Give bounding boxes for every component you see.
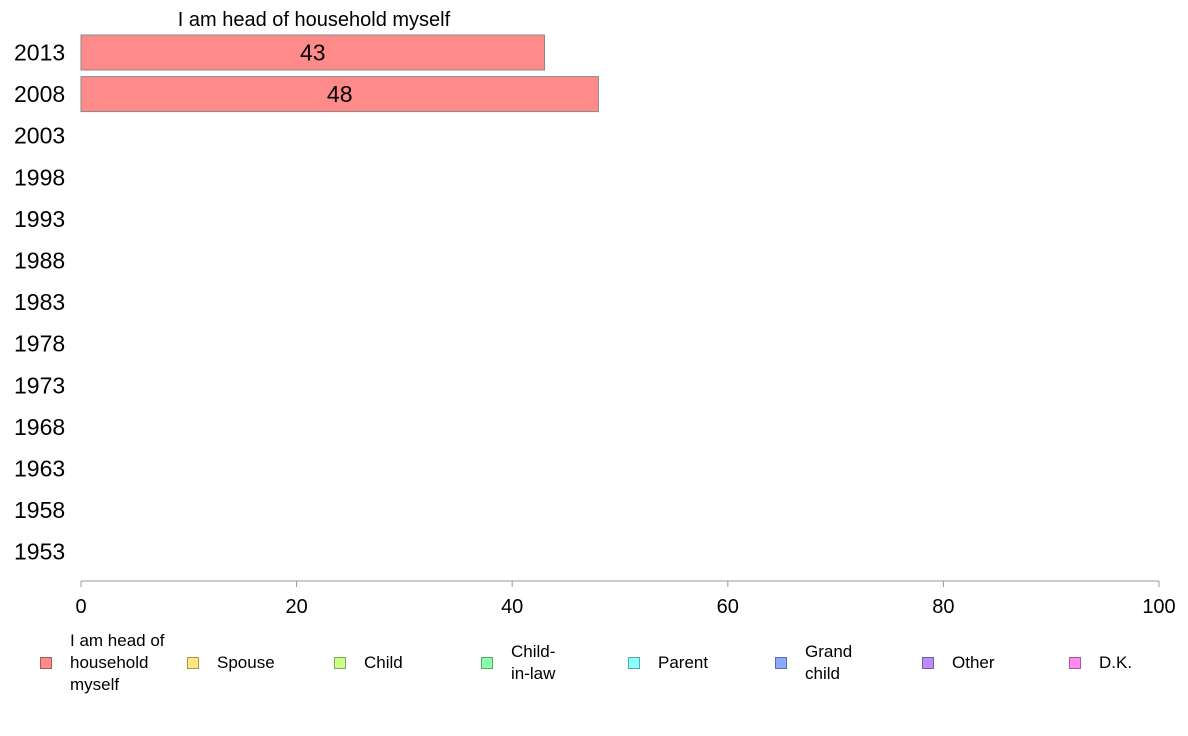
legend-label: I am head of household myself [70, 631, 165, 694]
x-tick-label: 40 [501, 596, 523, 618]
x-tick-label: 80 [932, 596, 954, 618]
y-tick-label: 1983 [14, 289, 65, 315]
legend-label: Parent [658, 653, 709, 672]
y-tick-label: 2008 [14, 81, 65, 107]
y-tick-label: 1988 [14, 248, 65, 274]
legend-label: Grand child [805, 642, 853, 683]
y-tick-label: 1958 [14, 497, 65, 523]
legend-label: Spouse [217, 653, 275, 672]
bar-value-label: 43 [300, 40, 326, 66]
legend-swatch [775, 657, 787, 669]
y-tick-label: 2003 [14, 123, 65, 149]
legend-swatch [481, 657, 493, 669]
y-tick-label: 1953 [14, 539, 65, 565]
y-tick-label: 1963 [14, 456, 65, 482]
legend-swatch [922, 657, 934, 669]
y-tick-label: 1993 [14, 206, 65, 232]
chart-title: I am head of household myself [178, 9, 451, 31]
y-tick-label: 1973 [14, 372, 65, 398]
legend-swatch [628, 657, 640, 669]
legend-swatch [334, 657, 346, 669]
y-tick-label: 2013 [14, 40, 65, 66]
bar [80, 34, 546, 71]
legend-label: Child-in-law [511, 642, 556, 683]
legend-label: D.K. [1099, 653, 1133, 672]
bar [80, 76, 599, 113]
legend-swatch [40, 657, 52, 669]
legend-label: Child [364, 653, 403, 672]
legend: I am head of household myself Spouse Child… [0, 630, 1188, 700]
x-tick-label: 100 [1142, 596, 1175, 618]
bar-value-label: 48 [327, 81, 353, 107]
y-tick-label: 1978 [14, 331, 65, 357]
y-tick-label: 1998 [14, 164, 65, 190]
legend-swatch [187, 657, 199, 669]
legend-swatch [1069, 657, 1081, 669]
y-tick-label: 1968 [14, 414, 65, 440]
legend-label: Other [952, 653, 995, 672]
x-tick-label: 0 [75, 596, 86, 618]
x-tick-label: 20 [285, 596, 307, 618]
x-tick-label: 60 [717, 596, 739, 618]
